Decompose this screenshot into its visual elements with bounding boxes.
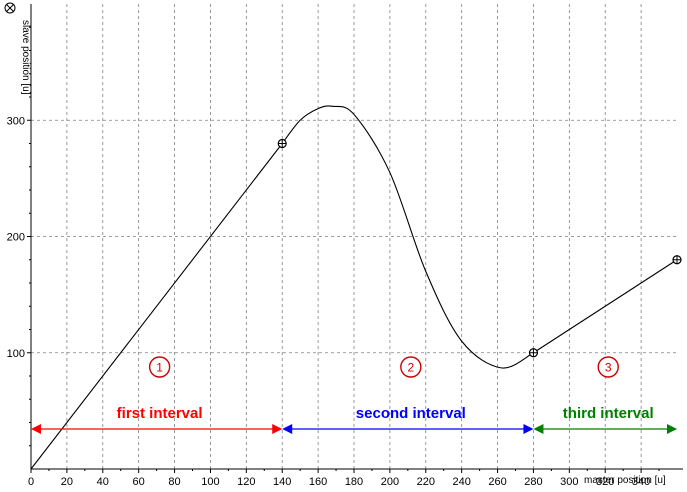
x-tick-label: 0 [28,476,34,488]
x-tick-label: 200 [381,476,399,488]
x-tick-label: 180 [345,476,363,488]
x-tick-label: 160 [309,476,327,488]
interval-1: first interval 1 [31,356,283,434]
tick-labels: 0 20 40 60 80 100 120 140 160 180 200 220 240 260 280 3… [7,115,651,488]
interval-number: 3 [605,361,612,375]
y-tick-label: 100 [7,348,25,360]
cam-point[interactable] [672,255,682,265]
interval-arrow-head-right [667,424,677,434]
x-tick-label: 40 [97,476,109,488]
x-tick-label: 280 [524,476,542,488]
interval-label: first interval [117,405,203,422]
x-tick-label: 140 [273,476,291,488]
interval-3: third interval 3 [533,356,677,434]
x-tick-label: 260 [488,476,506,488]
interval-arrow-head-left [533,424,544,434]
interval-label: third interval [563,405,654,422]
y-tick-label: 200 [7,232,25,244]
x-tick-label: 240 [452,476,470,488]
x-tick-label: 80 [168,476,180,488]
intervals: first interval 1 second interval 2 third int… [31,356,677,434]
interval-number: 2 [407,361,414,375]
y-tick-label: 300 [7,115,25,127]
x-tick-label: 100 [201,476,219,488]
cam-points [277,138,682,358]
interval-number-marker: 3 [597,356,619,378]
axes [27,4,683,473]
close-icon[interactable] [4,2,16,14]
x-tick-label: 60 [133,476,145,488]
series-line [30,105,678,470]
x-tick-label: 320 [596,476,614,488]
x-tick-label: 220 [417,476,435,488]
interval-arrow-head-left [31,424,41,434]
x-tick-label: 300 [560,476,578,488]
x-tick-label: 20 [61,476,73,488]
x-axis-label: master position [u] [584,475,666,486]
y-axis-label: slave position [u] [20,20,31,95]
interval-arrow-head-left [282,424,293,434]
interval-2: second interval 2 [282,356,534,434]
interval-number: 1 [156,361,163,375]
interval-arrow-head-right [272,424,283,434]
cam-point[interactable] [277,138,287,149]
cam-point[interactable] [528,348,539,358]
series [30,105,678,470]
x-tick-label: 120 [237,476,255,488]
interval-number-marker: 2 [400,356,422,378]
interval-label: second interval [356,405,466,422]
interval-arrow-head-right [523,424,534,434]
x-tick-label: 340 [632,476,650,488]
interval-number-marker: 1 [148,356,171,378]
